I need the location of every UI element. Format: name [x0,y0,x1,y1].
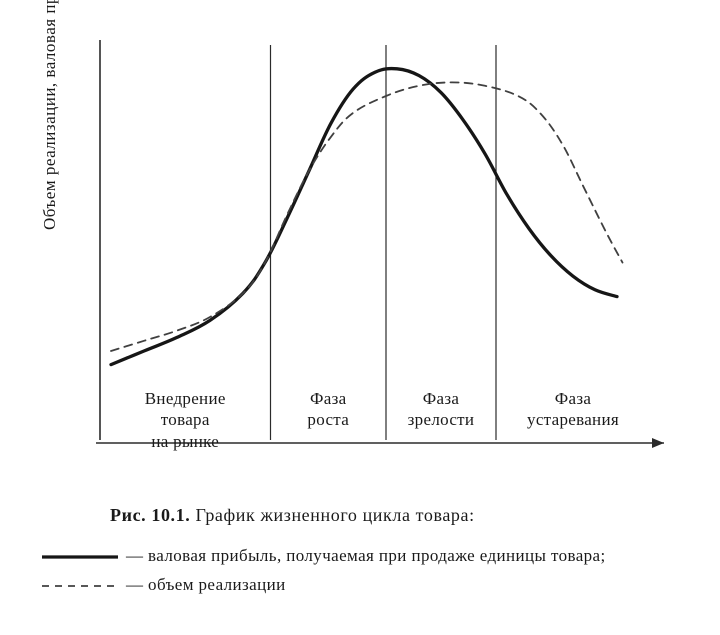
caption-number: Рис. 10.1. [110,505,190,525]
legend-swatch-0 [40,545,120,565]
y-axis-label: Объем реализации, валовая прибыль [40,0,60,230]
phase-label-3: Фазаустаревания [503,388,643,431]
caption-text: График жизненного цикла товара: [190,505,474,525]
phase-label-0: Внедрениетоварана рынке [115,388,255,452]
legend-item-1: — объем реализации [40,574,680,597]
figure-container: Объем реализации, валовая прибыль Внедре… [0,0,720,635]
figure-caption: Рис. 10.1. График жизненного цикла товар… [110,505,475,526]
legend-text-0: — валовая прибыль, получаемая при продаж… [126,545,680,568]
legend-text-1: — объем реализации [126,574,680,597]
legend-item-0: — валовая прибыль, получаемая при продаж… [40,545,680,568]
phase-label-2: Фазазрелости [371,388,511,431]
legend-swatch-1 [40,574,120,594]
legend: — валовая прибыль, получаемая при продаж… [40,545,680,603]
series-sales_volume [111,82,623,351]
